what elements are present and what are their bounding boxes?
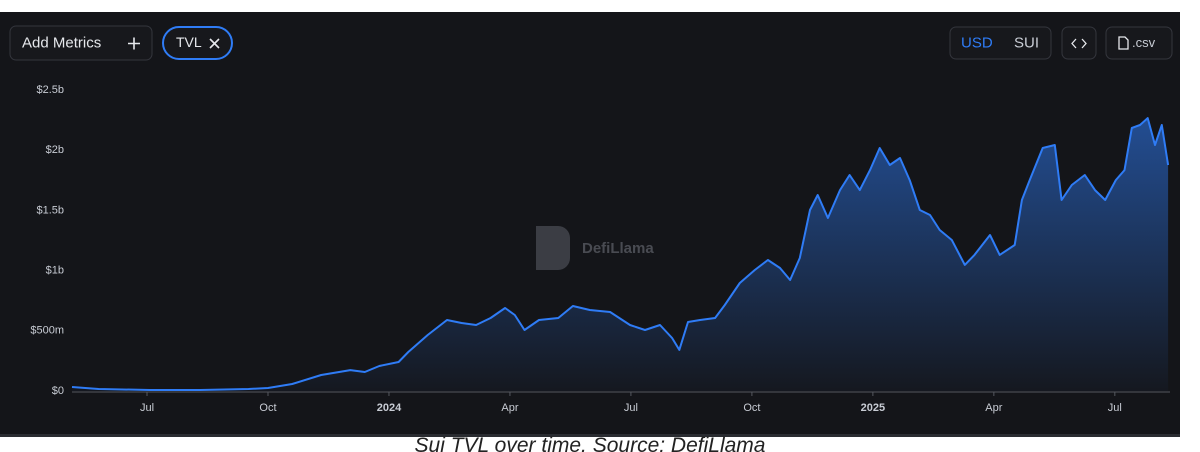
csv-label: .csv — [1132, 35, 1156, 50]
code-icon — [1071, 38, 1087, 49]
x-tick-label: Apr — [985, 402, 1002, 414]
card-edge — [0, 434, 1180, 437]
tvl-chip[interactable]: TVL — [162, 26, 233, 60]
file-icon — [1118, 36, 1129, 50]
y-tick-label: $1b — [46, 265, 64, 277]
close-icon — [209, 38, 220, 49]
add-metrics-label: Add Metrics — [22, 34, 101, 51]
x-tick-label: Jul — [1108, 402, 1122, 414]
x-tick-label: Oct — [743, 402, 760, 414]
y-tick-label: $0 — [52, 385, 64, 397]
x-tick-label: Apr — [501, 402, 518, 414]
tvl-line — [71, 117, 1170, 391]
x-tick-label: Jul — [624, 402, 638, 414]
x-tick-label: 2024 — [377, 402, 402, 414]
currency-toggle: USD SUI — [949, 26, 1052, 60]
embed-button[interactable] — [1061, 26, 1097, 60]
y-tick-label: $1.5b — [36, 204, 64, 216]
caption: Sui TVL over time. Source: DefiLlama — [415, 434, 766, 452]
tvl-area — [72, 118, 1169, 391]
y-tick-label: $2.5b — [36, 84, 64, 96]
currency-usd[interactable]: USD — [961, 34, 993, 51]
y-tick-label: $2b — [46, 144, 64, 156]
tvl-chip-label: TVL — [176, 34, 202, 50]
x-tick-label: Oct — [259, 402, 276, 414]
x-tick-label: 2025 — [861, 402, 885, 414]
watermark: DefiLlama — [536, 226, 654, 270]
csv-button[interactable]: .csv — [1105, 26, 1173, 60]
y-tick-label: $500m — [30, 325, 64, 337]
watermark-logo — [536, 226, 570, 270]
add-metrics-button[interactable]: Add Metrics — [9, 25, 153, 61]
plus-icon — [128, 37, 140, 50]
x-tick-label: Jul — [140, 402, 154, 414]
currency-sui[interactable]: SUI — [1014, 34, 1039, 51]
watermark-text: DefiLlama — [582, 240, 654, 257]
